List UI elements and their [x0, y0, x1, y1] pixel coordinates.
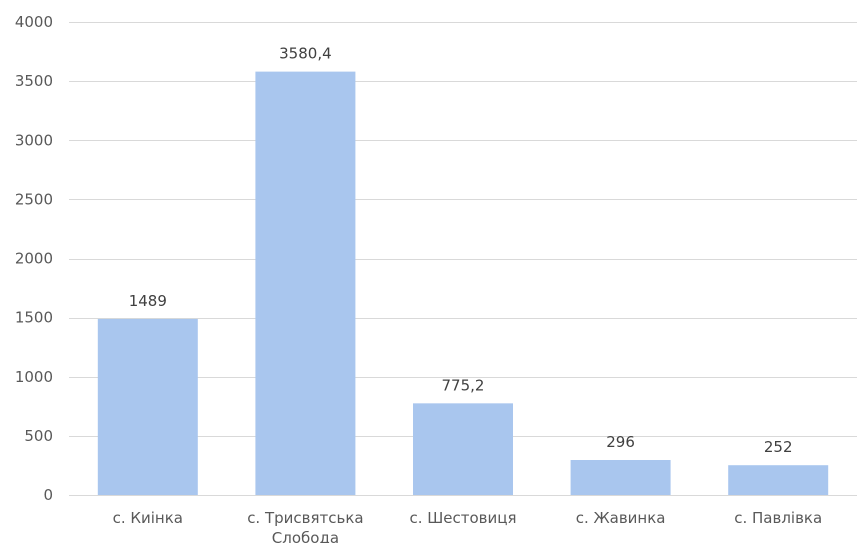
x-axis-category-labels: с. Киінка с. Трисвятська Слобода с. Шестови… — [113, 509, 823, 543]
y-tick-label-2500: 2500 — [15, 190, 53, 208]
x-category-label-4: с. Жавинка — [576, 509, 666, 527]
x-category-label-line: Слобода — [272, 529, 339, 543]
y-axis-tick-labels: 0 500 1000 1500 2000 2500 3000 3500 4000 — [15, 13, 53, 504]
x-category-label-line: с. Павлівка — [734, 509, 822, 527]
x-category-label-line: с. Жавинка — [576, 509, 666, 527]
y-tick-label-3500: 3500 — [15, 72, 53, 90]
y-tick-label-1000: 1000 — [15, 368, 53, 386]
bars — [97, 71, 829, 495]
x-category-label-line: с. Шестовиця — [409, 509, 516, 527]
bar-5 — [728, 465, 829, 495]
bar-2 — [255, 71, 356, 495]
x-category-label-line: с. Трисвятська — [247, 509, 363, 527]
data-label-2: 3580,4 — [279, 45, 332, 63]
y-tick-label-3000: 3000 — [15, 131, 53, 149]
bar-3 — [413, 403, 513, 495]
data-label-4: 296 — [606, 433, 635, 451]
gridlines — [69, 22, 857, 496]
data-label-5: 252 — [764, 438, 793, 456]
x-category-label-2: с. Трисвятська Слобода — [247, 509, 363, 543]
bar-1 — [97, 318, 198, 495]
y-tick-label-500: 500 — [24, 427, 53, 445]
y-tick-label-0: 0 — [43, 486, 53, 504]
data-label-3: 775,2 — [442, 376, 485, 394]
bar-4 — [570, 459, 671, 495]
y-tick-label-2000: 2000 — [15, 250, 53, 268]
data-labels: 1489 3580,4 775,2 296 252 — [129, 45, 793, 457]
x-category-label-line: с. Киінка — [113, 509, 183, 527]
x-category-label-3: с. Шестовиця — [409, 509, 516, 527]
y-tick-label-4000: 4000 — [15, 13, 53, 31]
data-label-1: 1489 — [129, 292, 167, 310]
x-category-label-5: с. Павлівка — [734, 509, 822, 527]
x-category-label-1: с. Киінка — [113, 509, 183, 527]
y-tick-label-1500: 1500 — [15, 309, 53, 327]
